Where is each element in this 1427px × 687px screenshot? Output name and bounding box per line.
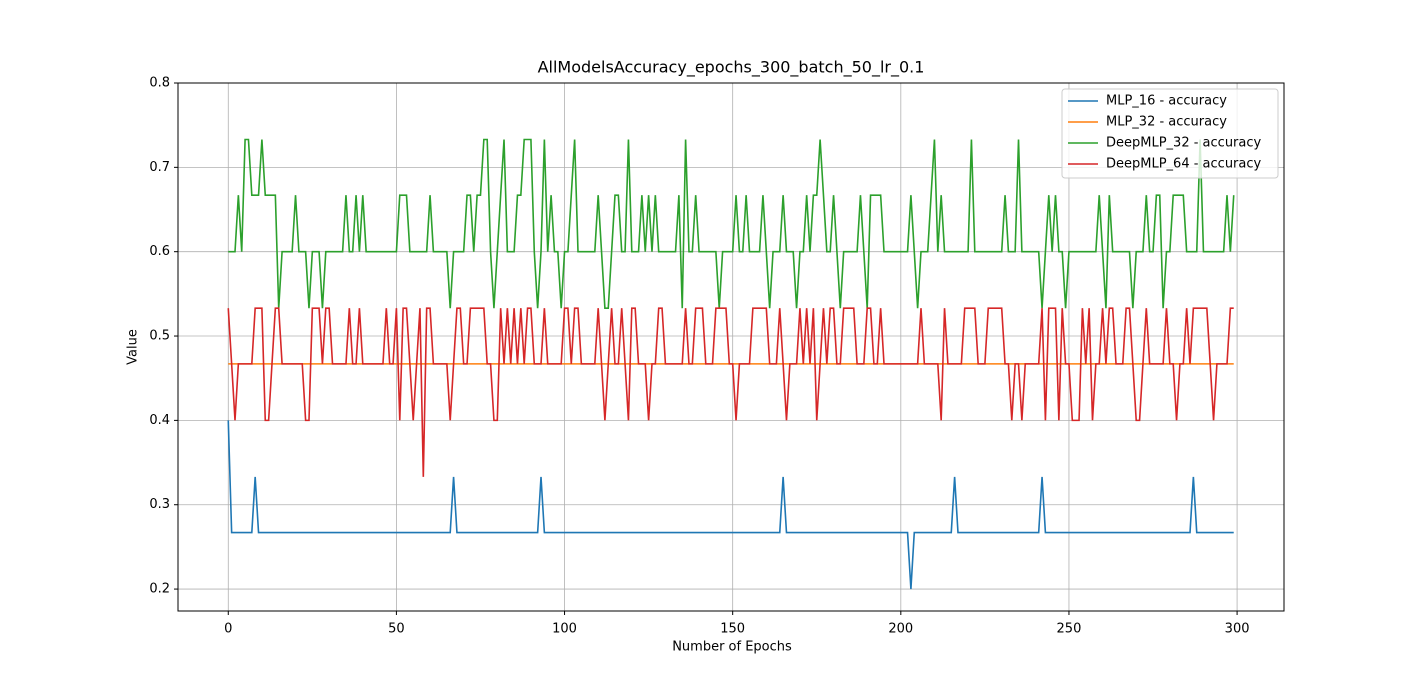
series-line — [227, 307, 1234, 477]
x-tick-label: 0 — [224, 622, 232, 637]
x-tick-label: 100 — [552, 622, 577, 637]
legend-label: MLP_32 - accuracy — [1106, 115, 1227, 130]
legend-box — [1061, 88, 1279, 179]
series-line — [227, 420, 1234, 590]
x-tick-label: 250 — [1057, 622, 1082, 637]
x-tick-label: 200 — [888, 622, 913, 637]
x-axis-label: Number of Epochs — [672, 640, 792, 655]
y-tick-label: 0.8 — [149, 76, 170, 91]
y-tick-label: 0.2 — [149, 582, 170, 597]
plot-frame — [177, 82, 1285, 612]
x-tick-label: 150 — [720, 622, 745, 637]
x-tick-label: 300 — [1225, 622, 1250, 637]
x-tick-label: 50 — [388, 622, 405, 637]
legend-label: MLP_16 - accuracy — [1106, 94, 1227, 109]
y-tick-label: 0.6 — [149, 244, 170, 259]
y-tick-label: 0.4 — [149, 413, 170, 428]
series-line — [228, 138, 1235, 309]
y-tick-label: 0.7 — [149, 160, 170, 175]
y-tick-label: 0.5 — [149, 329, 170, 344]
y-axis-label: Value — [126, 329, 141, 365]
legend-label: DeepMLP_32 - accuracy — [1106, 136, 1262, 151]
y-tick-label: 0.3 — [149, 497, 170, 512]
chart-title: AllModelsAccuracy_epochs_300_batch_50_lr… — [538, 58, 925, 78]
legend-label: DeepMLP_64 - accuracy — [1106, 157, 1262, 172]
